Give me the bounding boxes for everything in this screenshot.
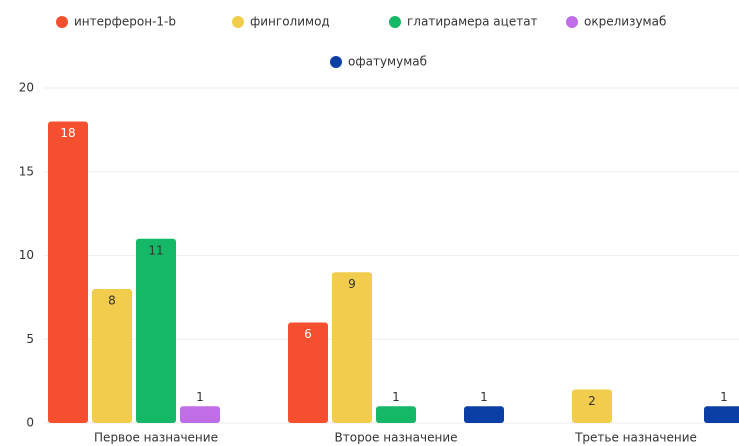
legend-label: интерферон-1-b [74,15,176,29]
y-tick-label: 0 [26,416,34,430]
data-label: 1 [480,390,488,404]
y-tick-label: 5 [26,332,34,346]
x-tick-label: Третье назначение [574,431,697,445]
legend-label: глатирамера ацетат [407,15,538,29]
bar [180,406,220,423]
x-tick-label: Первое назначение [94,431,218,445]
bar [704,406,739,423]
legend-label: офатумумаб [348,55,427,69]
y-tick-label: 15 [19,164,34,178]
y-tick-label: 20 [19,81,34,95]
legend-swatch [389,16,401,28]
data-label: 18 [60,126,75,140]
data-label: 6 [304,327,312,341]
data-label: 9 [348,277,356,291]
bar [136,238,176,423]
data-label: 2 [588,394,596,408]
legend-swatch [232,16,244,28]
bar [332,272,372,423]
bar [464,406,504,423]
legend-swatch [56,16,68,28]
data-label: 8 [108,294,116,308]
y-tick-label: 10 [19,248,34,262]
x-tick-label: Второе назначение [335,431,458,445]
legend-swatch [566,16,578,28]
legend-label: финголимод [250,15,330,29]
data-label: 1 [720,390,728,404]
legend-swatch [330,56,342,68]
legend-label: окрелизумаб [584,15,666,29]
bar [572,389,612,423]
bar [92,289,132,423]
bar [288,322,328,423]
bar [376,406,416,423]
bar [48,121,88,423]
data-label: 1 [392,390,400,404]
data-label: 11 [148,243,163,257]
data-label: 1 [196,390,204,404]
